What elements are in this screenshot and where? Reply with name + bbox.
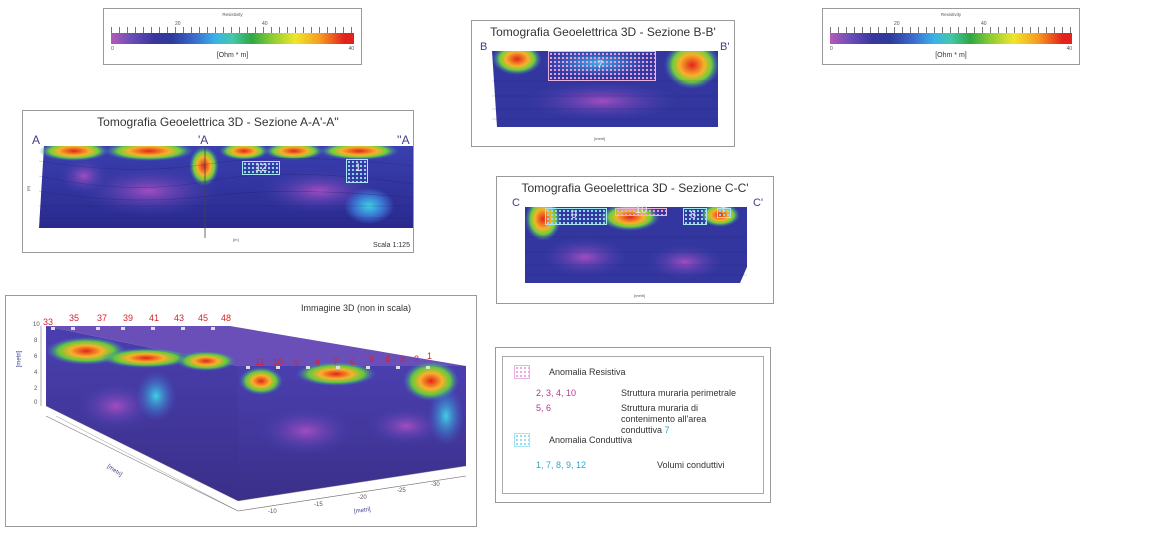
view-3d-x-tick: -25	[397, 488, 406, 494]
section-bb-anomaly-7-label: 7	[597, 59, 604, 71]
colorbar-tick: 20	[175, 21, 181, 27]
section-aa-tomogram	[39, 146, 413, 238]
view-3d-front-number: 5	[369, 354, 375, 364]
view-3d-title: Immagine 3D (non in scala)	[301, 303, 412, 313]
view-3d-y-tick: 2	[34, 386, 38, 392]
colorbar-max: 40	[1066, 46, 1072, 52]
view-3d-front-number: 6	[350, 357, 356, 367]
resistive-swatch	[514, 365, 530, 379]
legend-resistive-nums-1: 2, 3, 4, 10	[536, 388, 577, 398]
colorbar-min: 0	[830, 46, 833, 52]
view-3d-top-number: 43	[174, 313, 185, 323]
section-cc-anomaly-7-label: 7	[721, 206, 726, 215]
view-3d-top-number: 35	[69, 313, 80, 323]
legend-resistive-text-1: Struttura muraria perimetrale	[621, 388, 737, 398]
legend-conductive-nums: 1, 7, 8, 9, 12	[536, 460, 587, 470]
colorbar-max: 40	[348, 46, 354, 52]
section-cc-anomaly-8-label: 8	[690, 209, 697, 221]
view-3d-top-number: 39	[123, 313, 134, 323]
section-bb-anomaly-7	[548, 51, 656, 81]
legend-resistive-nums-2: 5, 6	[536, 403, 552, 413]
section-aa-title: Tomografia Geoelettrica 3D - Sezione A-A…	[97, 115, 339, 129]
legend-conductive-title: Anomalia Conduttiva	[549, 435, 633, 445]
section-aa-right-label: ''A	[397, 133, 410, 147]
section-cc-anomaly-7	[717, 208, 731, 218]
view-3d-top-number: 41	[149, 313, 160, 323]
legend-panel: Anomalia Resistiva 2, 3, 4, 10 Struttura…	[495, 347, 771, 503]
section-cc-anomaly-8	[683, 208, 707, 225]
colorbar-title: Resistivity	[222, 12, 243, 17]
section-aa-anomaly-1-label: 1	[355, 162, 362, 174]
view-3d-y-axis-label: [metri]	[16, 350, 23, 368]
colorbar-tick: 40	[981, 21, 987, 27]
section-cc-title: Tomografia Geoelettrica 3D - Sezione C-C…	[521, 181, 749, 195]
view-3d-y-tick: 6	[34, 354, 38, 360]
section-cc-anomaly-9	[545, 208, 607, 225]
legend-resistive-title: Anomalia Resistiva	[549, 367, 626, 377]
view-3d-front-number: 11	[255, 357, 265, 367]
section-cc-anomaly-9-label: 9	[571, 209, 578, 221]
section-aa-anomaly-12	[242, 161, 280, 175]
view-3d-front-number: 7	[333, 357, 339, 367]
colorbar-right: Resistivity 20 40 0 40 [Ohm * m]	[822, 8, 1080, 65]
section-cc-panel: Tomografia Geoelettrica 3D - Sezione C-C…	[496, 176, 774, 304]
view-3d-x-tick: -10	[268, 509, 277, 515]
section-cc-left-label: C	[512, 197, 520, 209]
view-3d-front-number: 10	[273, 357, 284, 367]
view-3d-top-number: 33	[43, 317, 54, 327]
view-3d-x-tick: -30	[431, 482, 440, 488]
section-aa-axis-label: [m]	[25, 185, 31, 192]
colorbar-tick: 40	[262, 21, 268, 27]
legend-inner-frame	[502, 356, 764, 494]
section-aa-panel: Tomografia Geoelettrica 3D - Sezione A-A…	[22, 110, 414, 253]
view-3d-x-tick: -15	[314, 502, 323, 508]
view-3d-front-number: 8	[315, 358, 321, 368]
section-cc-axis-label: [metri]	[634, 293, 646, 298]
colorbar-left: Resistivity 20 40 0 40 [Ohm * m]	[103, 8, 362, 65]
section-bb-left-label: B	[480, 41, 488, 53]
section-aa-left-label: A	[32, 133, 41, 147]
section-bb-panel: Tomografia Geoelettrica 3D - Sezione B-B…	[471, 20, 735, 147]
view-3d-top-number: 48	[221, 313, 232, 323]
colorbar-units: [Ohm * m]	[216, 52, 249, 59]
colorbar-min: 0	[111, 46, 114, 52]
section-aa-anomaly-12-label: 12	[255, 162, 268, 174]
view-3d-top-number: 45	[198, 313, 209, 323]
view-3d-x-tick: -20	[358, 495, 367, 501]
view-3d-front-number: 2	[414, 354, 420, 364]
view-3d-block	[40, 326, 467, 512]
legend-resistive-text-2-tail: 7	[664, 425, 670, 435]
colorbar-units: [Ohm * m]	[935, 52, 967, 59]
section-aa-scale: Scala 1:125	[373, 242, 410, 249]
legend-resistive-text-2-body: Struttura muraria di contenimento all'ar…	[621, 403, 707, 435]
view-3d-front-number: 3	[400, 354, 406, 364]
section-bb-axis-label: [metri]	[594, 136, 606, 141]
view-3d-y-tick: 4	[34, 370, 38, 376]
legend-resistive-text-2: Struttura muraria di contenimento all'ar…	[621, 403, 741, 436]
view-3d-front-number: 4	[385, 354, 391, 364]
view-3d-y-tick: 0	[34, 400, 38, 406]
view-3d-panel: Immagine 3D (non in scala)	[5, 295, 477, 527]
view-3d-top-number: 37	[97, 313, 108, 323]
section-aa-anomaly-1	[346, 159, 368, 183]
colorbar-gradient	[111, 33, 354, 44]
legend-conductive-text: Volumi conduttivi	[657, 460, 725, 470]
colorbar-title: Resistivity	[940, 12, 962, 17]
colorbar-tick: 20	[894, 21, 900, 27]
conductive-swatch	[514, 433, 530, 447]
view-3d-front-number: 9	[294, 358, 300, 368]
section-aa-axis-label: [m]	[233, 237, 239, 242]
colorbar-gradient	[830, 33, 1072, 44]
section-bb-title: Tomografia Geoelettrica 3D - Sezione B-B…	[490, 25, 716, 39]
section-cc-anomaly-10-label: 10	[635, 204, 648, 216]
section-cc-right-label: C'	[753, 197, 764, 209]
view-3d-y-tick: 10	[33, 322, 40, 328]
view-3d-y-tick: 8	[34, 338, 38, 344]
section-cc-anomaly-10	[615, 208, 667, 216]
section-bb-right-label: B'	[720, 41, 730, 53]
section-aa-mid-label: 'A	[198, 133, 209, 147]
view-3d-front-number: 1	[427, 351, 433, 361]
